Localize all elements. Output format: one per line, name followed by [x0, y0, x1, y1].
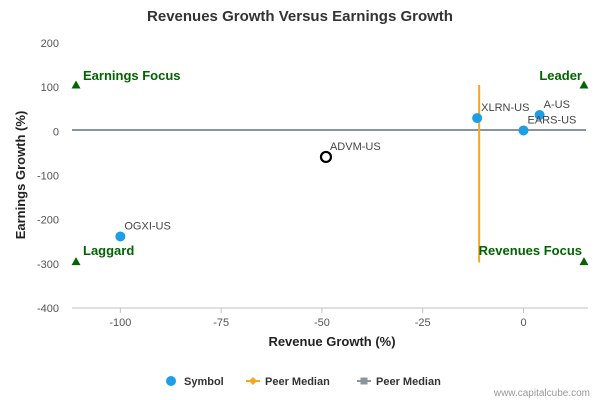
legend-square-marker	[360, 377, 368, 385]
y-tick-label: 100	[41, 82, 59, 94]
quadrant-label: Revenues Focus	[479, 243, 582, 258]
data-label-a-us: A-US	[544, 99, 570, 111]
y-tick-label: -400	[37, 303, 59, 315]
legend-diamond-marker	[249, 377, 257, 385]
data-label-advm-us: ADVM-US	[330, 141, 381, 153]
quadrant-label: Leader	[539, 68, 582, 83]
x-tick-label: -50	[314, 317, 330, 329]
legend-label: Peer Median	[265, 376, 330, 388]
data-point-ears-us	[518, 125, 529, 136]
y-axis-label: Earnings Growth (%)	[13, 111, 28, 240]
data-label-xlrn-us: XLRN-US	[481, 102, 529, 114]
legend-label: Symbol	[184, 376, 224, 388]
x-tick-label: -25	[415, 317, 431, 329]
chart-title: Revenues Growth Versus Earnings Growth	[147, 8, 453, 25]
x-tick-label: 0	[520, 317, 526, 329]
legend-label: Peer Median	[376, 376, 441, 388]
data-point-xlrn-us	[472, 113, 483, 124]
data-label-ears-us: EARS-US	[528, 114, 577, 126]
y-tick-label: 200	[41, 38, 59, 50]
x-tick-label: -100	[109, 317, 131, 329]
quadrant-triangle-marker	[579, 80, 589, 89]
data-point-advm-us	[319, 150, 333, 164]
y-tick-label: -200	[37, 215, 59, 227]
y-tick-label: 0	[53, 126, 59, 138]
x-tick-label: -75	[213, 317, 229, 329]
x-axis-label: Revenue Growth (%)	[268, 334, 395, 349]
credit-text: www.capitalcube.com	[493, 388, 590, 399]
data-point-ogxi-us	[115, 231, 126, 242]
quadrant-label: Earnings Focus	[83, 68, 181, 83]
plot-area: -100 -75 -50 -25 0 200 100 0 -100 -200 -300 -400 Ear…	[37, 38, 589, 329]
legend: Symbol Peer Median Peer Median	[166, 376, 441, 388]
quadrant-triangle-marker	[579, 257, 589, 266]
data-label-ogxi-us: OGXI-US	[124, 220, 170, 232]
quadrant-triangle-marker	[71, 257, 81, 266]
quadrant-triangle-marker	[71, 80, 81, 89]
data-point-a-us	[534, 109, 545, 120]
y-tick-label: -100	[37, 171, 59, 183]
legend-symbol-marker	[166, 376, 176, 386]
quadrant-label: Laggard	[83, 243, 134, 258]
y-tick-label: -300	[37, 259, 59, 271]
